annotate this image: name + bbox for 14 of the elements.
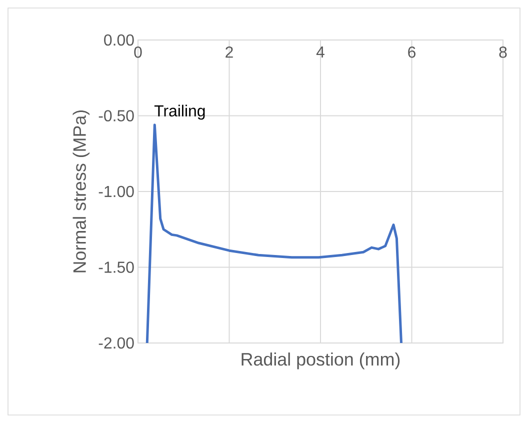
x-tick-label: 8	[499, 46, 507, 58]
x-axis-title: Radial postion (mm)	[242, 352, 400, 370]
line-series	[146, 124, 403, 343]
annotation: Trailing	[154, 104, 205, 120]
x-tick-label: 0	[134, 46, 142, 58]
y-tick-label: -1.50	[98, 262, 134, 273]
x-tick-label: 6	[408, 46, 416, 58]
y-tick-label: -1.00	[98, 186, 134, 198]
y-tick-label: 0.00	[104, 34, 134, 46]
y-tick-label: -2.00	[98, 337, 134, 349]
x-tick-label: 4	[316, 46, 324, 58]
y-tick-label: -0.50	[98, 110, 134, 122]
x-tick-label: 2	[226, 46, 233, 58]
y-axis-title: Normal stress (MPa)	[72, 110, 90, 272]
